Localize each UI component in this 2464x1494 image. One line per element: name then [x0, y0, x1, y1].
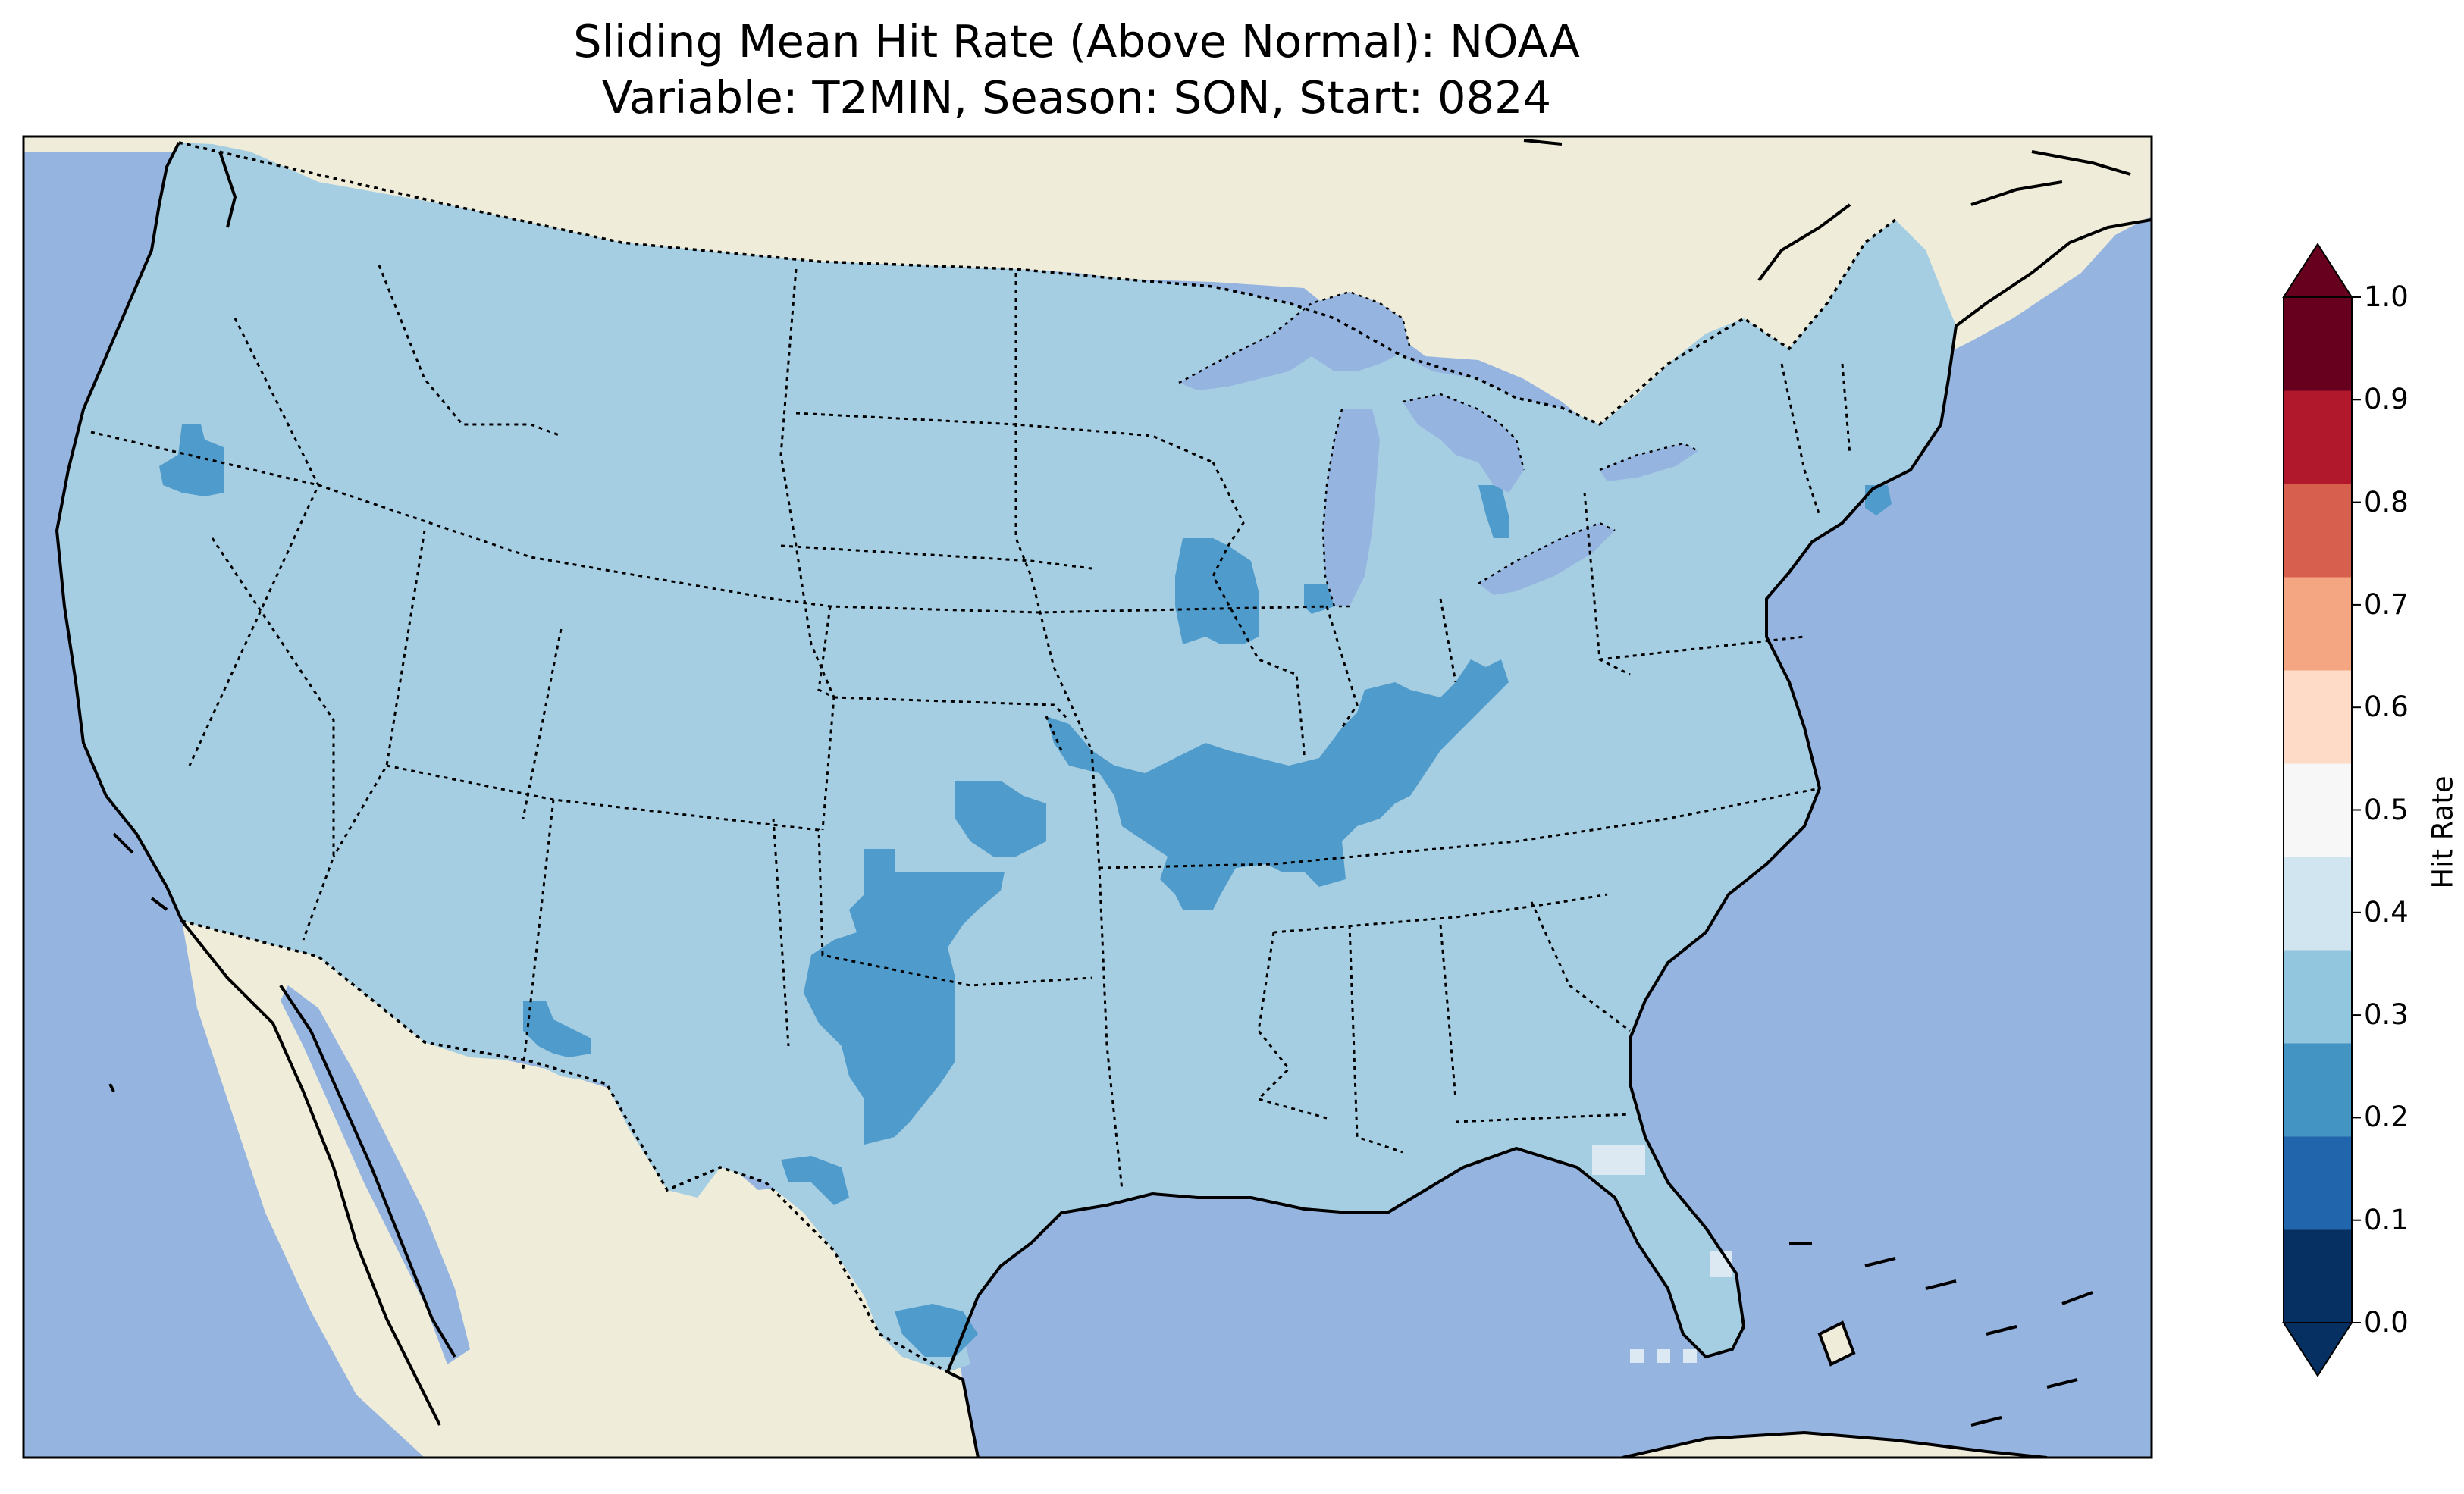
canada-land — [24, 136, 2152, 470]
lake-superior — [1179, 292, 1410, 390]
colorbar-segment — [2284, 1136, 2352, 1230]
colorbar-tick-label: 0.2 — [2364, 1101, 2409, 1134]
colorbar-tick-label: 0.8 — [2364, 485, 2409, 518]
colorbar-segment — [2284, 484, 2352, 578]
colorbar-tick-label: 1.0 — [2364, 280, 2409, 313]
colorbar-tick-label: 0.3 — [2364, 998, 2409, 1032]
colorbar-segment — [2284, 577, 2352, 671]
lake-shorelines — [1178, 290, 1699, 608]
lake-erie — [1478, 523, 1615, 595]
colorbar-tick-label: 0.0 — [2364, 1306, 2409, 1339]
colorbar-tick-label: 0.7 — [2364, 587, 2409, 621]
colorbar-segment — [2284, 1043, 2352, 1137]
lake-michigan — [1323, 409, 1380, 606]
colorbar-segment — [2284, 390, 2352, 484]
high-zone-florida-1 — [1592, 1145, 1645, 1175]
colorbar-segment — [2284, 1229, 2352, 1323]
low-zone-central — [1046, 659, 1509, 910]
high-zone-keys-3 — [1683, 1349, 1697, 1363]
map-frame — [22, 135, 2153, 1459]
country-borders — [178, 141, 1897, 1373]
low-zone-new-england — [1865, 485, 1892, 515]
low-zone-michigan — [1478, 485, 1509, 538]
colorbar-tick-label: 0.1 — [2364, 1203, 2409, 1236]
colorbar-segment — [2284, 670, 2352, 764]
high-hit-rate-zones — [1592, 1145, 1732, 1363]
low-hit-rate-zones — [159, 424, 1892, 1357]
lake-huron — [1403, 394, 1524, 493]
colorbar-outline — [2283, 296, 2353, 1323]
colorbar-tick-label: 0.5 — [2364, 793, 2409, 826]
low-zone-oregon — [159, 424, 224, 496]
colorbar-segment — [2284, 857, 2352, 951]
colorbar-extend-min — [2282, 1322, 2353, 1377]
colorbar-segment — [2284, 763, 2352, 857]
low-zone-arizona — [523, 1001, 591, 1057]
colorbar-extend-max — [2282, 243, 2353, 298]
great-lakes — [1179, 292, 1698, 606]
low-zone-kansas — [955, 781, 1046, 857]
cuba-land — [1622, 1433, 2047, 1458]
colorbar-segment — [2284, 297, 2352, 391]
lake-ontario — [1600, 443, 1698, 481]
low-zone-texas-south — [781, 1156, 849, 1205]
colorbar-tick-label: 0.4 — [2364, 895, 2409, 929]
high-zone-keys-2 — [1657, 1349, 1670, 1363]
low-zone-iowa-wisconsin — [1175, 538, 1259, 644]
state-borders — [90, 265, 1851, 1191]
colorbar-label: Hit Rate — [2426, 775, 2459, 889]
low-zone-texas-tip — [895, 1304, 978, 1357]
chart-title-line-2: Variable: T2MIN, Season: SON, Start: 082… — [601, 71, 1552, 124]
colorbar-tick-label: 0.6 — [2364, 691, 2409, 724]
mexico-land — [182, 921, 978, 1458]
colorbar-tick-label: 0.9 — [2364, 383, 2409, 416]
colorbar-segment — [2284, 950, 2352, 1044]
chart-title-line-1: Sliding Mean Hit Rate (Above Normal): NO… — [573, 15, 1580, 67]
high-zone-keys-1 — [1630, 1349, 1644, 1363]
low-zone-texas — [804, 849, 1005, 1145]
coastlines — [55, 139, 2152, 1458]
